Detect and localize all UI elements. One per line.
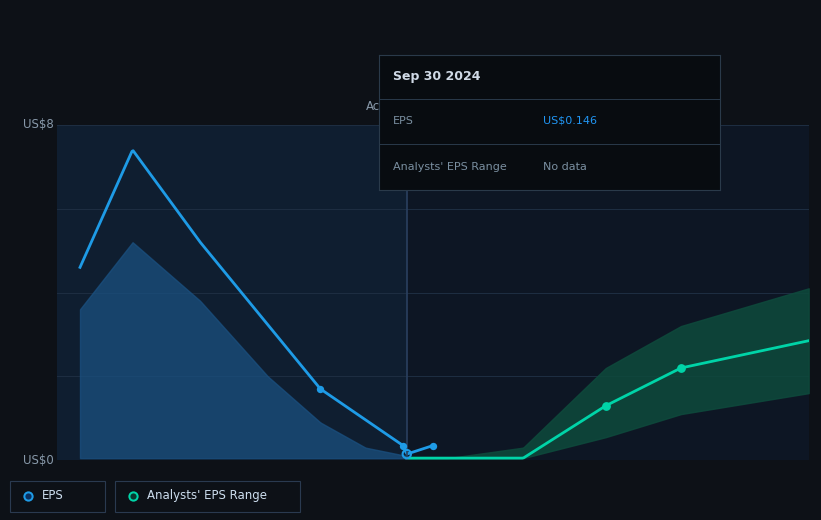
Point	[21, 491, 34, 500]
Point	[314, 385, 327, 393]
Text: Actual: Actual	[366, 100, 403, 113]
Point	[126, 491, 140, 500]
Point	[126, 491, 140, 500]
Text: 2024: 2024	[264, 490, 294, 503]
Point	[674, 364, 687, 372]
Text: Analysts Forecasts: Analysts Forecasts	[410, 100, 521, 113]
Text: EPS: EPS	[42, 489, 64, 502]
Bar	[57, 125, 406, 460]
Point	[21, 491, 34, 500]
Text: US$8: US$8	[23, 118, 53, 131]
Text: 2026: 2026	[621, 490, 651, 503]
Text: 2023: 2023	[88, 490, 117, 503]
Text: US$0: US$0	[23, 453, 53, 467]
Text: 2025: 2025	[444, 490, 475, 503]
Text: Sep 30 2024: Sep 30 2024	[393, 70, 480, 83]
Point	[427, 441, 440, 450]
Text: Analysts' EPS Range: Analysts' EPS Range	[393, 162, 507, 172]
Text: No data: No data	[543, 162, 587, 172]
Point	[400, 450, 413, 458]
Text: EPS: EPS	[393, 116, 414, 126]
Point	[599, 401, 612, 410]
Text: Analysts' EPS Range: Analysts' EPS Range	[147, 489, 267, 502]
Point	[397, 441, 410, 450]
Text: US$0.146: US$0.146	[543, 116, 597, 126]
